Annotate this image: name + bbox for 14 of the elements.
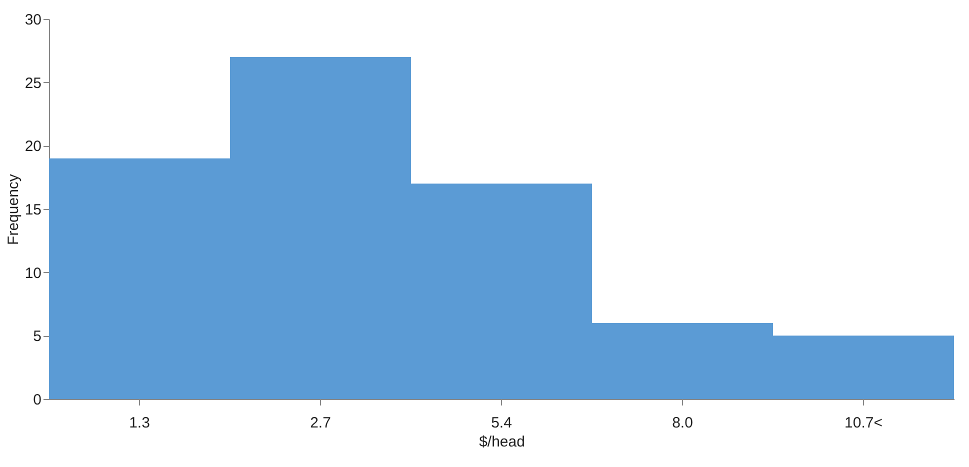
x-tick-label: 5.4 — [491, 414, 512, 432]
y-tick-label: 15 — [24, 202, 42, 218]
y-tick-label: 0 — [33, 392, 42, 408]
x-tick-label: 10.7< — [844, 414, 883, 432]
y-axis-title: Frequency — [4, 174, 22, 245]
x-tick-label: 2.7 — [310, 414, 331, 432]
y-tick-label: 5 — [33, 328, 42, 346]
y-tick-label: 10 — [24, 264, 42, 282]
x-tick-label: 1.3 — [129, 414, 150, 432]
y-tick-label: 30 — [24, 12, 42, 28]
y-tick-label: 20 — [24, 138, 42, 156]
x-tick-label: 8.0 — [672, 414, 693, 432]
x-axis-title: $/head — [479, 434, 525, 450]
y-tick-label: 25 — [24, 74, 42, 92]
